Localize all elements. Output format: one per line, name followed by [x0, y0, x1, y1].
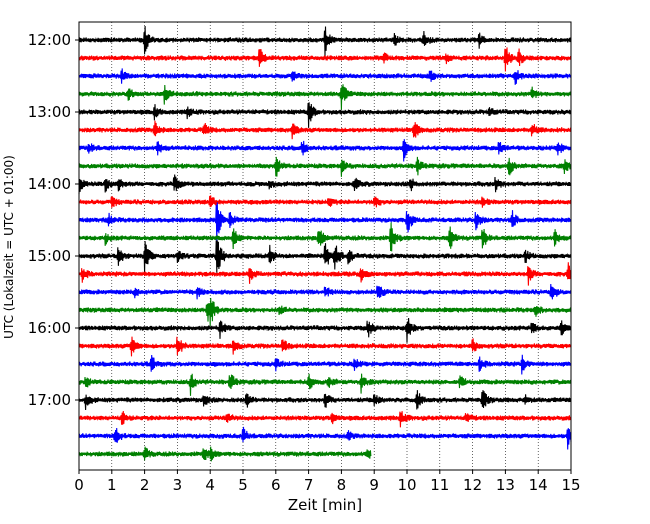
trace-row [78, 240, 572, 273]
x-tick-label: 7 [304, 476, 314, 494]
x-tick-label: 11 [430, 476, 449, 494]
x-axis-label: Zeit [min] [288, 496, 362, 514]
trace-row [78, 410, 572, 428]
x-tick-label: 4 [205, 476, 215, 494]
y-tick-label: 13:00 [28, 103, 71, 121]
plot-frame [78, 21, 572, 471]
seismic-traces [78, 25, 572, 462]
trace-row [78, 139, 572, 162]
y-tick-label: 17:00 [28, 391, 71, 409]
trace-row [78, 262, 572, 286]
x-tick-label: 14 [529, 476, 548, 494]
x-tick-label: 8 [337, 476, 347, 494]
trace-row [78, 426, 572, 450]
y-axis-label: UTC (Lokalzeit = UTC + 01:00) [2, 155, 16, 339]
x-axis-ticks: 0 1 2 3 4 5 6 7 8 9 10 11 12 13 14 15 [74, 470, 581, 494]
x-tick-label: 5 [238, 476, 248, 494]
y-axis-ticks: 12:00 13:00 14:00 15:00 16:00 17:00 [28, 31, 79, 409]
trace-row [78, 120, 572, 140]
trace-row [78, 336, 572, 357]
x-tick-label: 12 [463, 476, 482, 494]
trace-row [78, 446, 372, 462]
x-tick-label: 2 [140, 476, 150, 494]
trace-row [78, 102, 572, 128]
x-tick-label: 3 [173, 476, 183, 494]
trace-row [78, 283, 572, 300]
trace-row [78, 25, 572, 57]
y-tick-label: 14:00 [28, 175, 71, 193]
x-tick-label: 10 [397, 476, 416, 494]
y-tick-label: 12:00 [28, 31, 71, 49]
trace-row [78, 317, 572, 343]
trace-row [78, 156, 572, 177]
trace-row [78, 373, 572, 396]
x-tick-label: 0 [74, 476, 84, 494]
x-tick-label: 15 [561, 476, 580, 494]
x-tick-label: 6 [271, 476, 281, 494]
trace-row [78, 84, 572, 110]
trace-row [78, 47, 572, 72]
trace-row [78, 297, 572, 327]
trace-row [78, 68, 572, 85]
x-tick-label: 13 [496, 476, 515, 494]
trace-row [78, 202, 572, 245]
y-tick-label: 16:00 [28, 319, 71, 337]
x-tick-label: 1 [107, 476, 117, 494]
trace-row [78, 174, 572, 195]
y-tick-label: 15:00 [28, 247, 71, 265]
trace-row [78, 222, 572, 252]
trace-row [78, 354, 572, 375]
x-tick-label: 9 [369, 476, 379, 494]
trace-row [78, 195, 572, 208]
trace-row [78, 390, 572, 411]
